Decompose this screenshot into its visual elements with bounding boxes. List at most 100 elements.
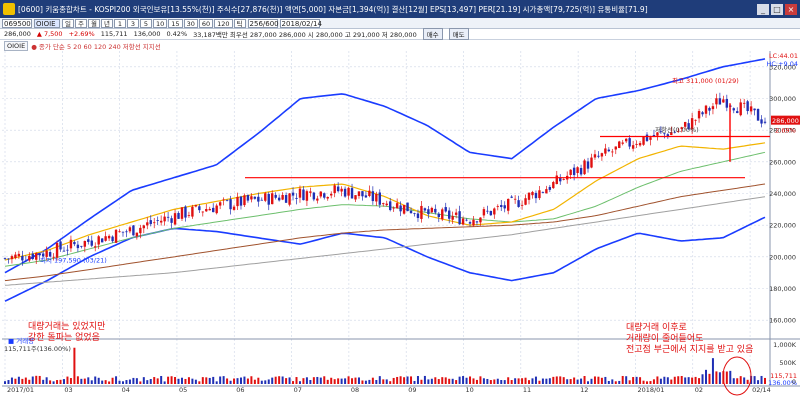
stock-code-input[interactable]: 069500 [2,18,32,28]
low-annotation: 최저 197,590 (03/21) [40,256,107,265]
volume-bar [156,378,159,384]
volume-bar [17,376,20,384]
volume-bar [378,376,381,384]
volume-bar [326,379,329,384]
volume-bar [507,377,510,384]
volume-bar [458,376,461,384]
period-button[interactable]: 주 [75,18,87,28]
close-icon[interactable]: × [785,3,797,15]
volume-bar [167,376,170,384]
candle-body [38,253,41,256]
volume-bar [298,381,301,384]
stock-name-field[interactable]: OIOIE [34,18,60,28]
candle-body [409,210,413,214]
candle-body [708,107,711,111]
candle-body [87,239,90,242]
volume-bar [437,379,440,384]
volume-bar [288,377,291,384]
volume-bar [652,379,655,384]
period-button[interactable]: 월 [88,18,100,28]
period-button[interactable]: 10 [153,18,168,28]
volume-bar [215,381,218,384]
period-button[interactable]: 15 [168,18,183,28]
volume-bar [694,376,697,384]
volume-bar [139,381,142,384]
candle-body [208,208,211,211]
period-button[interactable]: 30 [183,18,198,28]
volume-bar [49,380,52,384]
candle-body [347,187,350,196]
candle-body [305,191,309,201]
candle-body [264,193,267,201]
maximize-icon[interactable]: □ [771,3,783,15]
candle-body [649,137,652,140]
volume-bar [493,379,496,384]
volume-bar [521,378,524,384]
candle-body [559,177,562,182]
ma-mid-line [4,151,766,267]
volume-bar [69,378,72,384]
candle-body [465,219,468,221]
note-right-line: 전고점 부근에서 지지를 받고 있음 [626,343,753,355]
candle-body [323,193,326,198]
volume-bar [410,376,413,384]
candle-body [215,205,218,214]
quote-info-bar: 286,000 ▲ 7,500 +2.69% 115,711 136,000 0… [0,28,800,40]
volume-bar [614,381,617,384]
volume-info: 115,711주(136.00%) [4,345,71,353]
volume-bar [666,377,669,384]
buy-button[interactable]: 매수 [422,28,443,40]
x-tick-label: 12 [580,386,588,394]
candle-body [163,216,166,222]
sell-button[interactable]: 매도 [448,28,469,40]
candle-body [14,254,17,259]
candle-body [295,197,298,199]
period-button[interactable]: 5 [140,18,152,28]
candle-body [354,195,357,200]
candle-body [555,175,558,185]
period-button[interactable]: 120 [214,18,233,28]
count-field[interactable]: 256/600 [247,18,279,28]
candle-body [114,229,118,243]
minimize-icon[interactable]: _ [757,3,769,15]
date-field[interactable]: 2018/02/14 [279,18,322,28]
candle-body [312,192,316,200]
indicator-tag[interactable]: OIOIE [4,40,29,51]
chart-area[interactable]: 최고 311,000 (01/29) 최저 197,590 (03/21) 저항선(… [0,51,800,400]
candle-body [569,169,572,175]
volume-bar [628,380,631,384]
period-button[interactable]: 일 [62,18,74,28]
volume-bar [226,378,229,384]
volume-bar [524,377,527,384]
candle-body [239,196,243,206]
candle-body [371,191,375,202]
candle-body [413,213,416,215]
candle-body [517,200,520,207]
volume-bar [677,376,680,384]
period-button[interactable]: 1 [114,18,126,28]
volume-bar [118,380,121,384]
price-chart-svg[interactable]: 최고 311,000 (01/29) 최저 197,590 (03/21) 저항선(… [0,51,800,400]
candle-body [416,213,420,219]
volume-bar [684,377,687,384]
volume-bar [729,370,732,384]
hl-label: HC:+9.04 [766,60,798,68]
volume-bar [528,380,531,384]
volume-bar [170,376,173,384]
candle-body [534,192,538,199]
volume-bar [489,380,492,384]
period-button[interactable]: 60 [198,18,214,28]
candle-body [336,186,340,192]
volume-bar [475,379,478,384]
volume-bar [132,377,135,384]
volume-bar [534,376,537,384]
period-button[interactable]: 틱 [233,18,246,28]
volume-bar [531,378,534,384]
app-icon [3,3,15,15]
volume-bar [597,376,600,384]
volume-bar [160,376,163,384]
period-button[interactable]: 3 [127,18,139,28]
x-tick-label: 02 [695,386,703,394]
candle-body [434,208,437,213]
period-button[interactable]: 년 [101,18,113,28]
